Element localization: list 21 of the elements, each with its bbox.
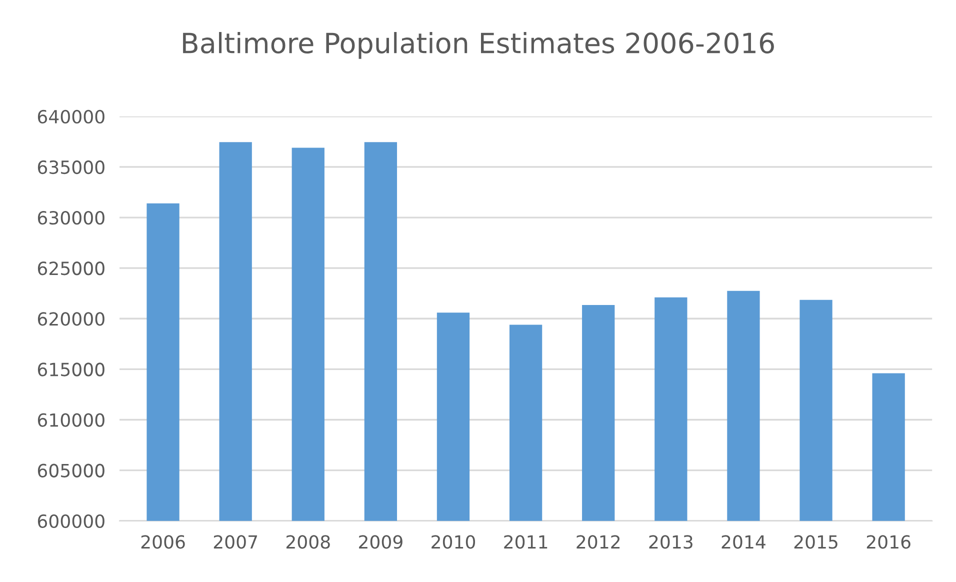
y-tick-label: 605000 bbox=[38, 464, 104, 478]
x-tick-label: 2006 bbox=[141, 535, 185, 549]
y-tick-label: 610000 bbox=[38, 413, 104, 427]
x-tick-label: 2009 bbox=[359, 535, 402, 549]
y-tick-label: 620000 bbox=[38, 312, 104, 326]
x-tick-label: 2011 bbox=[504, 535, 548, 549]
y-tick-label: 640000 bbox=[38, 110, 104, 124]
x-tick-label: 2008 bbox=[286, 535, 330, 549]
x-tick-label: 2007 bbox=[214, 535, 258, 549]
y-tick-label: 635000 bbox=[38, 160, 104, 174]
x-tick-label: 2010 bbox=[432, 535, 476, 549]
y-tick-label: 625000 bbox=[38, 262, 104, 276]
y-tick-label: 600000 bbox=[38, 514, 104, 528]
x-tick-label: 2012 bbox=[576, 535, 620, 549]
y-tick-label: 615000 bbox=[38, 362, 104, 376]
y-tick-label: 630000 bbox=[38, 210, 104, 225]
x-tick-label: 2015 bbox=[794, 535, 838, 549]
x-tick-label: 2013 bbox=[649, 535, 692, 549]
chart-title: Baltimore Population Estimates 2006-2016 bbox=[183, 32, 774, 59]
x-tick-label: 2014 bbox=[722, 535, 766, 549]
x-tick-label: 2016 bbox=[866, 535, 910, 549]
